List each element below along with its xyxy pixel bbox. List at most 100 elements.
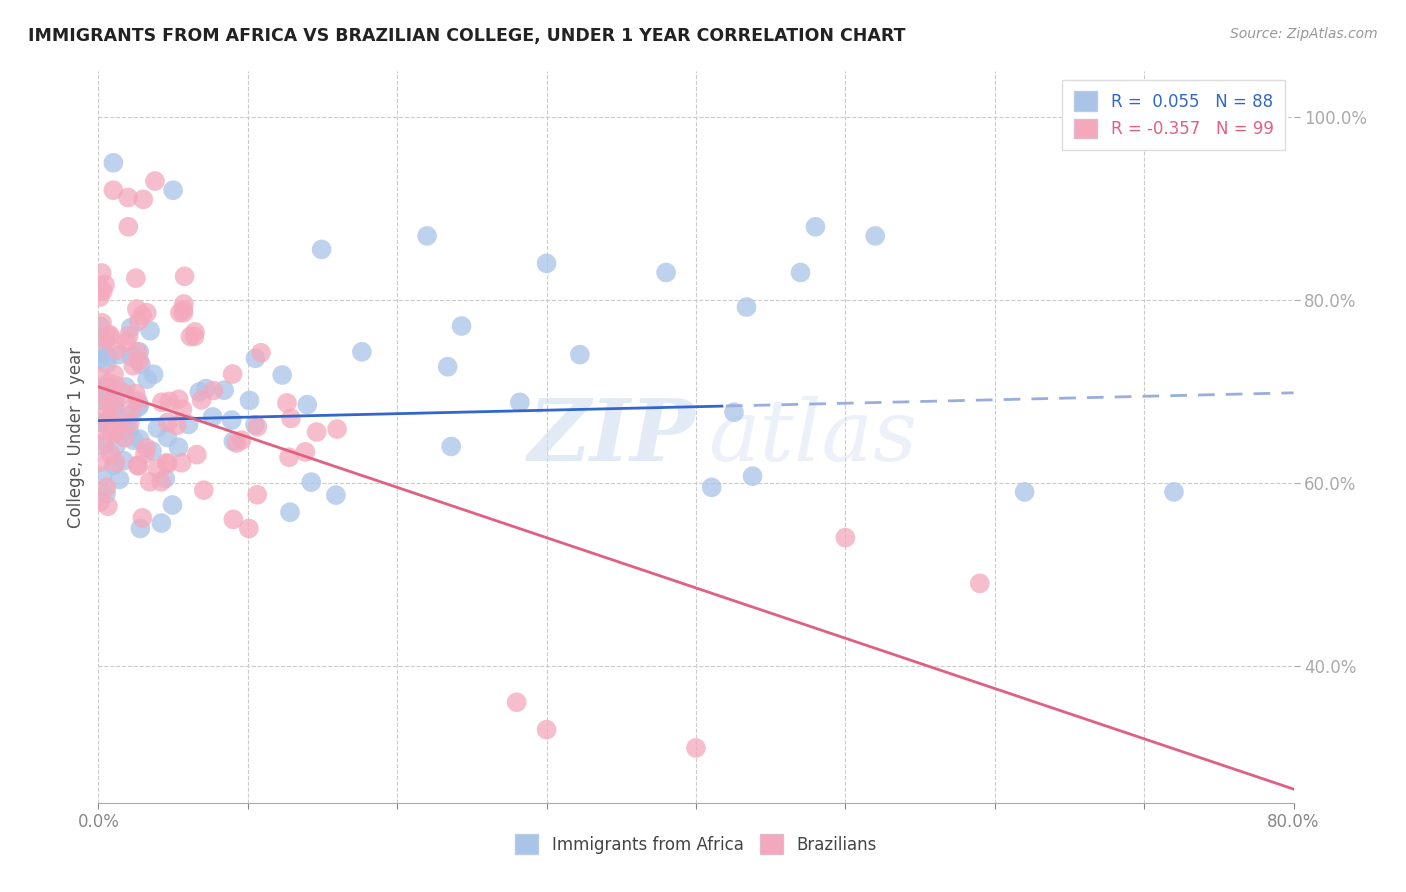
Point bbox=[103, 183, 125, 197]
Point bbox=[103, 401, 125, 416]
Point bbox=[202, 384, 225, 398]
Point bbox=[118, 416, 141, 430]
Point bbox=[89, 369, 111, 384]
Point bbox=[120, 320, 142, 334]
Point bbox=[105, 343, 128, 358]
Point bbox=[221, 367, 243, 381]
Point bbox=[146, 421, 169, 435]
Point bbox=[103, 368, 125, 382]
Text: ZIP: ZIP bbox=[529, 395, 696, 479]
Point bbox=[173, 297, 195, 311]
Point bbox=[94, 381, 117, 395]
Point bbox=[299, 475, 322, 489]
Point bbox=[172, 402, 194, 417]
Point bbox=[222, 512, 245, 526]
Point bbox=[278, 505, 301, 519]
Point bbox=[104, 393, 127, 408]
Point bbox=[94, 407, 117, 421]
Point bbox=[143, 174, 166, 188]
Point bbox=[350, 344, 373, 359]
Point bbox=[157, 394, 180, 409]
Point bbox=[969, 576, 991, 591]
Point bbox=[685, 740, 707, 755]
Point bbox=[243, 417, 266, 432]
Point bbox=[135, 306, 157, 320]
Text: atlas: atlas bbox=[709, 396, 917, 478]
Point bbox=[141, 444, 163, 458]
Point bbox=[436, 359, 458, 374]
Point bbox=[96, 381, 118, 395]
Point bbox=[97, 380, 120, 394]
Point bbox=[101, 423, 124, 437]
Point bbox=[509, 395, 531, 409]
Point bbox=[136, 372, 159, 386]
Text: Source: ZipAtlas.com: Source: ZipAtlas.com bbox=[1230, 27, 1378, 41]
Point bbox=[122, 359, 145, 373]
Point bbox=[89, 352, 111, 367]
Point bbox=[127, 394, 149, 409]
Point bbox=[121, 408, 143, 422]
Point bbox=[97, 396, 120, 410]
Point bbox=[104, 422, 127, 436]
Point bbox=[184, 325, 207, 339]
Point bbox=[97, 412, 120, 426]
Point bbox=[450, 319, 472, 334]
Point bbox=[440, 440, 463, 454]
Point bbox=[91, 388, 114, 402]
Point bbox=[231, 433, 253, 447]
Point bbox=[90, 382, 112, 396]
Point bbox=[250, 345, 273, 359]
Point bbox=[128, 400, 150, 414]
Point bbox=[156, 457, 179, 471]
Point bbox=[127, 458, 149, 473]
Point bbox=[150, 475, 173, 489]
Point bbox=[100, 447, 122, 461]
Point bbox=[325, 488, 347, 502]
Point bbox=[97, 376, 120, 390]
Point bbox=[170, 456, 193, 470]
Point bbox=[238, 393, 260, 408]
Point bbox=[169, 306, 191, 320]
Point bbox=[127, 344, 149, 359]
Point bbox=[131, 511, 153, 525]
Point bbox=[278, 450, 301, 465]
Point bbox=[789, 266, 811, 280]
Point bbox=[193, 483, 215, 497]
Point bbox=[865, 228, 887, 243]
Point bbox=[114, 431, 136, 445]
Point bbox=[91, 424, 114, 438]
Point bbox=[222, 434, 245, 449]
Point bbox=[294, 445, 316, 459]
Point bbox=[173, 269, 195, 284]
Point bbox=[172, 302, 194, 317]
Point bbox=[103, 155, 125, 169]
Point bbox=[305, 425, 328, 439]
Point bbox=[125, 271, 148, 285]
Point bbox=[190, 392, 212, 407]
Point bbox=[89, 415, 111, 429]
Point bbox=[96, 480, 118, 494]
Point bbox=[105, 438, 128, 452]
Point bbox=[90, 319, 112, 334]
Point bbox=[416, 228, 439, 243]
Point bbox=[150, 516, 173, 530]
Point bbox=[506, 695, 529, 709]
Text: IMMIGRANTS FROM AFRICA VS BRAZILIAN COLLEGE, UNDER 1 YEAR CORRELATION CHART: IMMIGRANTS FROM AFRICA VS BRAZILIAN COLL… bbox=[28, 27, 905, 45]
Point bbox=[101, 425, 124, 439]
Point bbox=[97, 419, 120, 434]
Point bbox=[104, 409, 127, 424]
Point bbox=[90, 393, 112, 408]
Point bbox=[741, 469, 763, 483]
Point bbox=[120, 350, 142, 364]
Point bbox=[128, 398, 150, 412]
Point bbox=[89, 455, 111, 469]
Point bbox=[122, 434, 145, 448]
Point bbox=[271, 368, 294, 382]
Point bbox=[98, 327, 121, 342]
Point bbox=[188, 384, 211, 399]
Point bbox=[108, 472, 131, 486]
Point bbox=[103, 426, 125, 441]
Point bbox=[94, 487, 117, 501]
Point bbox=[104, 378, 127, 392]
Point bbox=[93, 439, 115, 453]
